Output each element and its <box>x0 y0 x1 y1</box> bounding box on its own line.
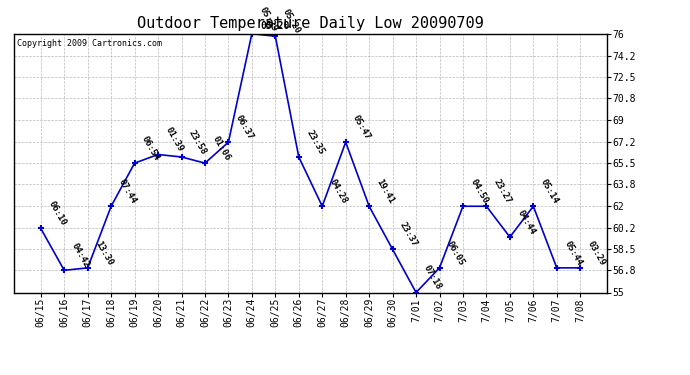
Text: 07:44: 07:44 <box>117 178 138 206</box>
Text: 05:47: 05:47 <box>351 114 373 141</box>
Text: 04:28: 04:28 <box>328 178 349 206</box>
Text: 06:54: 06:54 <box>140 135 161 162</box>
Text: Copyright 2009 Cartronics.com: Copyright 2009 Cartronics.com <box>17 39 161 48</box>
Text: 05:39: 05:39 <box>257 5 279 33</box>
Text: 01:39: 01:39 <box>164 126 185 154</box>
Text: 04:50: 04:50 <box>469 178 490 206</box>
Title: Outdoor Temperature Daily Low 20090709: Outdoor Temperature Daily Low 20090709 <box>137 16 484 31</box>
Text: 13:30: 13:30 <box>93 239 115 267</box>
Text: 05:14: 05:14 <box>539 178 560 206</box>
Text: 06:37: 06:37 <box>234 114 255 141</box>
Text: 23:58: 23:58 <box>187 128 208 156</box>
Text: 04:42: 04:42 <box>70 242 91 270</box>
Text: 05:44: 05:44 <box>562 239 584 267</box>
Text: 07:18: 07:18 <box>422 264 443 292</box>
Text: 19:41: 19:41 <box>375 178 396 206</box>
Text: 04:44: 04:44 <box>515 209 537 236</box>
Text: 23:35: 23:35 <box>304 128 326 156</box>
Text: 06:10: 06:10 <box>46 200 68 228</box>
Text: 05:20: 05:20 <box>281 8 302 35</box>
Text: 01:06: 01:06 <box>210 135 232 162</box>
Text: 03:29: 03:29 <box>586 239 607 267</box>
Text: 06:05: 06:05 <box>445 239 466 267</box>
Text: 23:37: 23:37 <box>398 221 420 249</box>
Text: 05:20: 05:20 <box>261 21 290 31</box>
Text: 23:27: 23:27 <box>492 178 513 206</box>
